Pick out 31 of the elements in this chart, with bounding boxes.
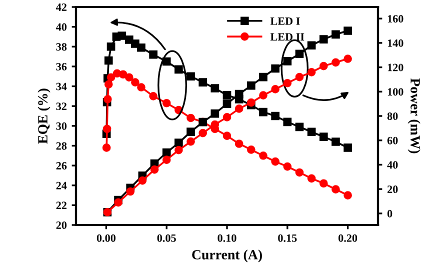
y-tick-label: 22 xyxy=(56,202,66,210)
x-tick-label: 0.15 xyxy=(278,234,297,242)
y-tick-label: 28 xyxy=(56,142,67,150)
y-tick-label: 24 xyxy=(56,182,67,190)
y2-tick-label: 20 xyxy=(387,186,398,194)
y2-tick-label: 160 xyxy=(388,15,404,23)
y-tick-label: 34 xyxy=(56,82,67,90)
y2-tick-label: 140 xyxy=(388,39,404,47)
x-axis-title: Current (A) xyxy=(192,250,262,262)
y-axis-title: EQE (%) xyxy=(38,88,50,144)
legend-label: LED II xyxy=(270,33,304,40)
y-tick-label: 36 xyxy=(56,62,67,70)
y2-tick-label: 100 xyxy=(388,88,404,96)
y-tick-label: 30 xyxy=(56,122,67,130)
y-tick-label: 26 xyxy=(56,162,67,170)
y-tick-label: 42 xyxy=(56,3,66,11)
legend-label: LED I xyxy=(270,18,300,25)
y2-tick-label: 40 xyxy=(387,161,398,169)
y2-tick-label: 120 xyxy=(388,64,404,72)
x-tick-label: 0.05 xyxy=(157,234,176,242)
x-tick-label: 0.10 xyxy=(218,234,236,242)
y-tick-label: 32 xyxy=(56,102,66,110)
x-tick-label: 0.00 xyxy=(96,234,116,242)
y2-tick-label: 60 xyxy=(387,136,398,144)
y2-tick-label: 80 xyxy=(387,112,398,120)
y-tick-label: 20 xyxy=(56,221,67,229)
y2-axis-title: Power (mW) xyxy=(408,78,420,154)
y-tick-label: 40 xyxy=(56,23,67,31)
y-tick-label: 38 xyxy=(56,43,67,51)
x-tick-label: 0.20 xyxy=(338,234,358,242)
y2-tick-label: 0 xyxy=(387,210,392,218)
